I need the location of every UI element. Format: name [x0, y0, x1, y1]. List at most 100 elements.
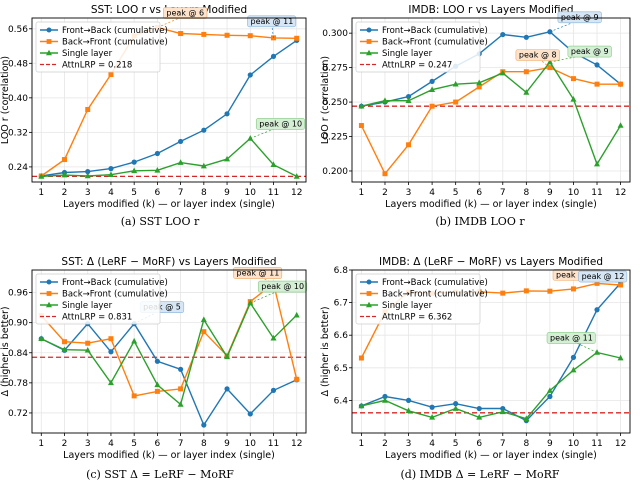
data-point — [453, 401, 459, 407]
y-tick-label: 0.225 — [322, 133, 348, 143]
x-tick-label: 1 — [359, 188, 365, 198]
data-point — [224, 353, 231, 360]
legend-marker — [46, 301, 52, 308]
x-tick-label: 4 — [108, 188, 114, 198]
x-tick-label: 12 — [291, 188, 302, 198]
x-tick-label: 6 — [155, 439, 161, 449]
x-tick-label: 2 — [62, 439, 68, 449]
y-tick-label: 0.90 — [8, 319, 28, 329]
axes-frame — [351, 269, 631, 434]
legend-marker — [46, 39, 52, 44]
data-point — [499, 408, 506, 415]
data-point — [224, 111, 230, 117]
data-point — [131, 337, 138, 344]
legend-marker — [46, 291, 52, 296]
y-tick-label: 0.78 — [8, 379, 28, 389]
legend-marker — [366, 27, 372, 33]
data-point — [453, 99, 459, 105]
y-tick-label: 0.300 — [322, 29, 348, 39]
data-point — [293, 173, 300, 179]
annotation-label: peak @ 11 — [236, 269, 279, 278]
data-point — [617, 122, 624, 128]
y-tick-label: 0.56 — [8, 25, 28, 35]
legend-marker — [366, 39, 372, 44]
data-point — [178, 386, 184, 392]
x-tick-label: 5 — [453, 439, 459, 449]
annotation-label: peak @ 12 — [582, 272, 625, 281]
data-point — [108, 349, 114, 355]
annotation-label: peak @ 11 — [250, 17, 293, 26]
series-2 — [38, 299, 300, 407]
legend-label: Back→Front (cumulative) — [382, 38, 488, 48]
legend-label: AttnLRP = 0.218 — [62, 61, 132, 71]
x-tick-label: 6 — [476, 188, 482, 198]
legend-marker — [366, 301, 372, 308]
y-tick-label: 0.48 — [8, 59, 28, 69]
data-point — [405, 397, 412, 403]
x-tick-label: 12 — [615, 188, 626, 198]
data-point — [570, 286, 576, 292]
data-point — [201, 127, 207, 133]
y-tick-label: 0.72 — [8, 409, 28, 419]
legend: Front→Back (cumulative) Back→Front (cumul… — [355, 273, 488, 325]
x-axis-label: Layers modified (k) — or layer index (si… — [63, 199, 275, 210]
data-point — [429, 78, 435, 84]
series-1 — [358, 65, 624, 177]
legend-marker — [366, 291, 372, 296]
data-point — [570, 96, 577, 102]
y-tick-label: 0.24 — [8, 163, 28, 173]
data-point — [405, 97, 412, 103]
data-point — [154, 167, 161, 173]
caption-c: (c) SST Δ = LeRF − MoRF — [86, 468, 234, 481]
data-point — [85, 106, 91, 112]
x-tick-label: 12 — [291, 439, 302, 449]
data-point — [178, 31, 184, 37]
data-point — [405, 93, 412, 100]
y-axis-label: LOO r (correlation) — [0, 56, 11, 144]
y-axis-label: Δ (higher is better) — [320, 306, 331, 396]
series-line — [41, 137, 298, 178]
x-tick-label: 7 — [500, 439, 506, 449]
data-point — [247, 72, 253, 78]
data-point — [61, 171, 68, 178]
data-point — [476, 84, 482, 90]
data-point — [358, 102, 365, 109]
data-point — [382, 393, 388, 400]
data-point — [200, 162, 207, 169]
data-point — [523, 69, 529, 75]
x-tick-label: 6 — [476, 439, 482, 449]
y-tick-label: 6.7 — [334, 299, 348, 309]
data-point — [107, 379, 114, 386]
x-axis-label: Layers modified (k) — or layer index (si… — [385, 199, 597, 210]
y-tick-label: 0.32 — [8, 128, 28, 138]
legend-box — [35, 273, 161, 325]
axes-frame — [31, 269, 307, 434]
axes-frame — [31, 17, 307, 183]
data-point — [201, 31, 207, 37]
annotation-label: peak @ 9 — [571, 47, 609, 56]
chart-title: IMDB: LOO r vs Layers Modified — [408, 4, 573, 16]
x-tick-label: 3 — [406, 188, 412, 198]
legend-label: Front→Back (cumulative) — [62, 278, 168, 288]
data-point — [270, 334, 277, 341]
data-point — [177, 159, 184, 165]
annotation-label: peak @ 9 — [561, 13, 599, 22]
x-tick-label: 12 — [615, 439, 626, 449]
data-point — [594, 307, 600, 313]
x-tick-label: 10 — [245, 188, 257, 198]
legend-label: Single layer — [382, 49, 433, 59]
x-tick-label: 9 — [224, 439, 230, 449]
series-2 — [358, 349, 624, 421]
data-point — [131, 393, 137, 399]
y-axis-label: Δ (higher is better) — [0, 306, 11, 396]
legend-marker — [46, 279, 52, 285]
data-point — [154, 358, 160, 364]
series-line — [41, 39, 298, 177]
data-point — [38, 173, 45, 179]
annotation-box — [247, 15, 297, 28]
data-point — [570, 366, 577, 373]
annotation-label: peak @ 11 — [556, 270, 599, 279]
series-line — [361, 60, 622, 166]
legend-label: Back→Front (cumulative) — [382, 290, 488, 300]
annotation-box — [546, 332, 596, 344]
